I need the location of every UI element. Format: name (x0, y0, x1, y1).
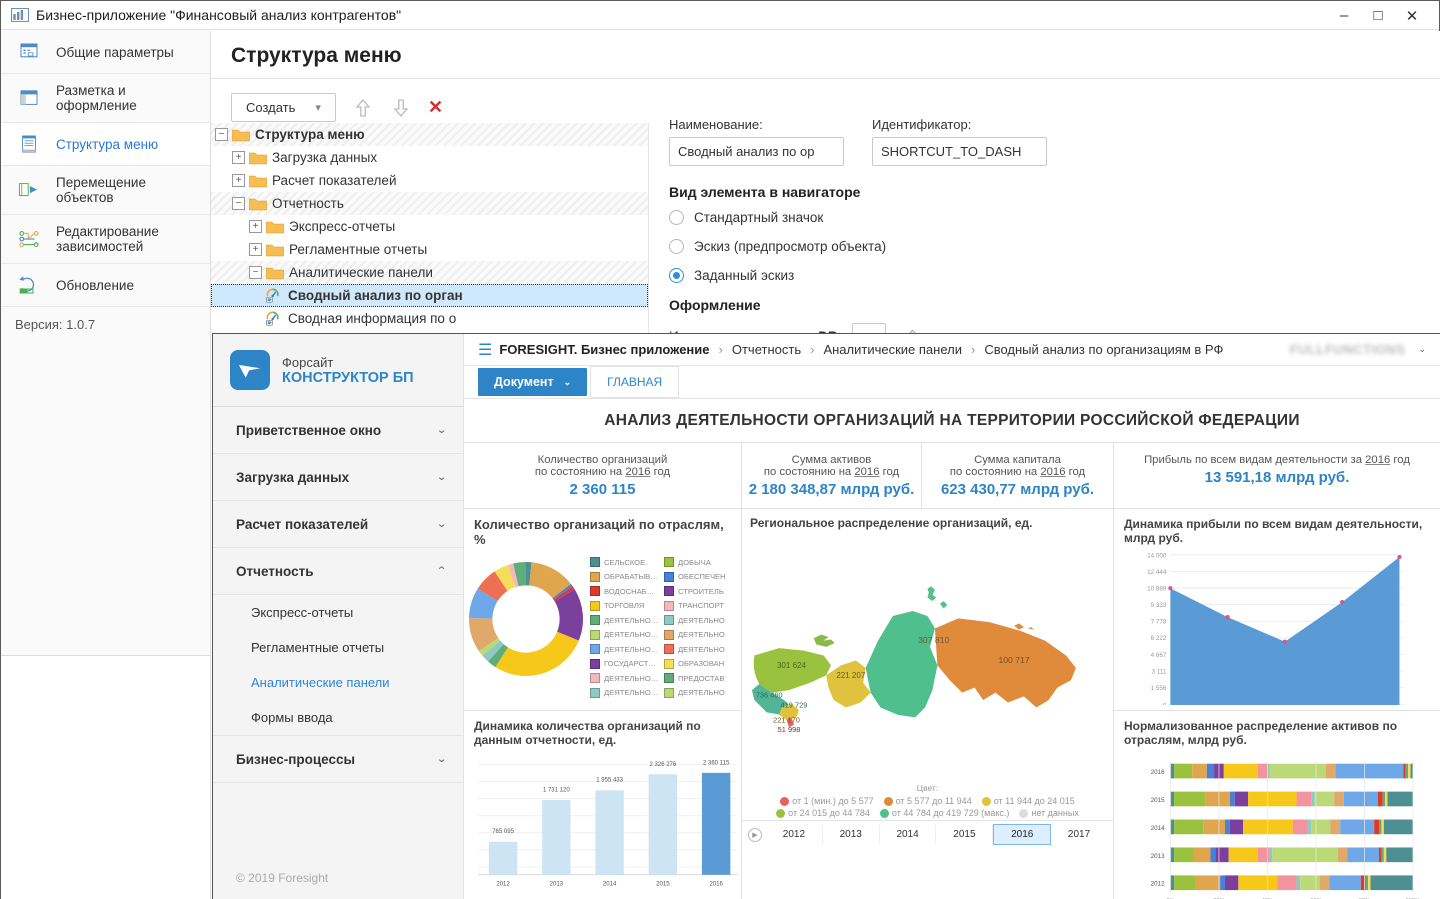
svg-text:100 717: 100 717 (998, 655, 1029, 665)
svg-text:736 460: 736 460 (756, 691, 783, 700)
svg-text:221 207: 221 207 (836, 671, 866, 680)
svg-text:2012: 2012 (496, 881, 510, 887)
svg-text:2016: 2016 (1151, 769, 1165, 776)
svg-text:7 778: 7 778 (1151, 619, 1167, 626)
svg-text:12 444: 12 444 (1147, 569, 1167, 576)
svg-text:2013: 2013 (550, 881, 564, 887)
svg-text:2012: 2012 (1151, 881, 1165, 888)
svg-text:2 326 276: 2 326 276 (649, 762, 676, 768)
svg-text:301 624: 301 624 (777, 661, 807, 670)
svg-text:2 360 115: 2 360 115 (703, 760, 730, 766)
svg-text:51 998: 51 998 (778, 725, 801, 734)
svg-text:3 111: 3 111 (1152, 668, 1167, 675)
svg-text:2013: 2013 (1151, 853, 1165, 860)
svg-text:14 000: 14 000 (1147, 552, 1167, 559)
svg-text:2014: 2014 (1151, 825, 1165, 832)
svg-text:4 667: 4 667 (1151, 652, 1167, 659)
svg-text:765 095: 765 095 (492, 828, 514, 834)
svg-text:1 556: 1 556 (1151, 685, 1167, 692)
svg-text:9 333: 9 333 (1151, 602, 1167, 609)
svg-text:221 170: 221 170 (773, 715, 800, 724)
svg-text:2016: 2016 (709, 881, 723, 887)
svg-text:2015: 2015 (656, 881, 670, 887)
svg-text:1 955 433: 1 955 433 (596, 777, 623, 783)
svg-text:0: 0 (1163, 702, 1167, 705)
svg-text:2015: 2015 (1151, 797, 1165, 804)
svg-text:6 222: 6 222 (1151, 635, 1167, 642)
svg-text:419 729: 419 729 (781, 700, 808, 709)
svg-text:2014: 2014 (603, 881, 617, 887)
svg-text:307 810: 307 810 (918, 635, 949, 645)
svg-text:1 731 120: 1 731 120 (543, 787, 570, 793)
svg-text:10 889: 10 889 (1147, 585, 1167, 592)
